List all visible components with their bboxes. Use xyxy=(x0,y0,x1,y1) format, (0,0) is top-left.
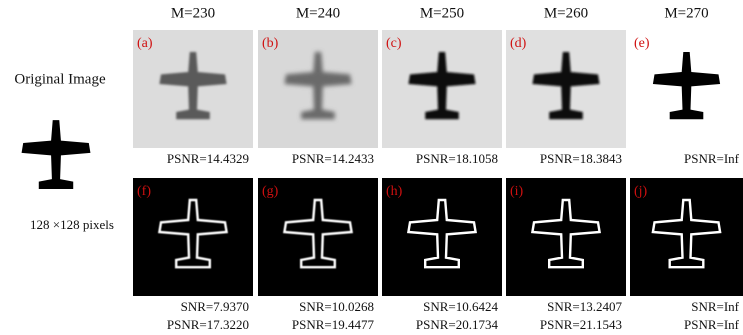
panel-metric: PSNR=14.2433 xyxy=(292,151,374,166)
panel-background xyxy=(133,178,253,296)
panel-metric: PSNR=21.1543 xyxy=(540,317,622,332)
panel-metric: PSNR=19.4477 xyxy=(292,317,375,332)
panel-label: (g) xyxy=(262,184,279,199)
panel-image xyxy=(506,178,626,296)
panel-label: (i) xyxy=(510,184,524,199)
column-header: M=270 xyxy=(664,5,708,21)
panel-metric: PSNR=18.1058 xyxy=(416,151,498,166)
panel-metric: PSNR=18.3843 xyxy=(540,151,622,166)
panel-metric: PSNR=Inf xyxy=(684,151,740,166)
original-image xyxy=(22,120,91,189)
panel-metric: PSNR=Inf xyxy=(684,317,740,332)
panel-metric: PSNR=14.4329 xyxy=(167,151,249,166)
column-header: M=240 xyxy=(296,5,340,21)
panel-label: (c) xyxy=(386,36,402,51)
panel-label: (h) xyxy=(386,184,403,199)
panel-label: (e) xyxy=(634,36,650,51)
column-header: M=230 xyxy=(171,5,215,21)
panel-metric: SNR=10.0268 xyxy=(299,299,374,314)
column-header: M=250 xyxy=(420,5,464,21)
panel-background xyxy=(506,178,626,296)
panel-metric: PSNR=17.3220 xyxy=(167,317,249,332)
panel-metric: SNR=13.2407 xyxy=(547,299,622,314)
panel-label: (a) xyxy=(137,36,153,51)
panel-metric: PSNR=20.1734 xyxy=(416,317,499,332)
panel-image xyxy=(133,178,253,296)
panel-label: (j) xyxy=(634,184,648,199)
panel-metric: SNR=7.9370 xyxy=(181,299,249,314)
column-header: M=260 xyxy=(544,5,588,21)
original-size: 128 ×128 pixels xyxy=(30,217,114,232)
figure: Original Image 128 ×128 pixels M=230 (a) P… xyxy=(0,0,743,335)
panel-metric: SNR=Inf xyxy=(691,299,739,314)
panel-label: (f) xyxy=(137,184,151,199)
panel-label: (b) xyxy=(262,36,279,51)
original-title: Original Image xyxy=(14,71,106,87)
panel-label: (d) xyxy=(510,36,527,51)
panel-metric: SNR=10.6424 xyxy=(423,299,498,314)
